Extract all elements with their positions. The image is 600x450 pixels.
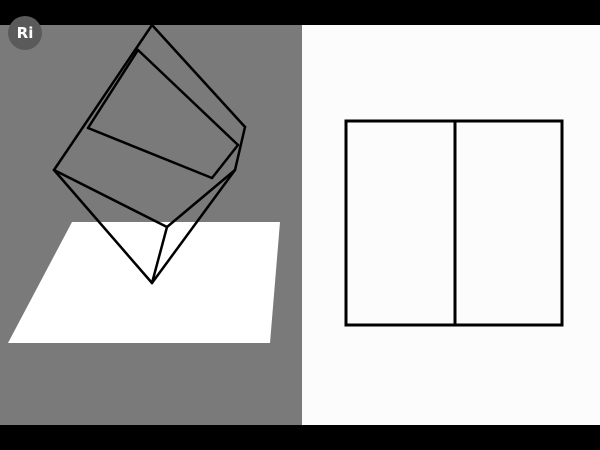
cube-edge xyxy=(165,168,237,229)
cube-edge xyxy=(52,23,154,172)
cube-wireframe xyxy=(52,23,247,285)
logo-text: Ri xyxy=(16,24,34,42)
channel-logo: Ri xyxy=(8,16,42,50)
cube-edge xyxy=(233,125,247,172)
cube-edge xyxy=(86,48,140,130)
cube-edge xyxy=(52,168,169,229)
cube-edge xyxy=(150,23,247,129)
cube-edge xyxy=(210,143,240,180)
ortho-view xyxy=(344,119,564,327)
cube-edge xyxy=(150,225,169,285)
shadow-plane xyxy=(8,222,280,343)
cube-edge xyxy=(150,168,237,285)
cube-edge xyxy=(52,168,154,285)
cube-edge xyxy=(86,126,214,180)
cube-edge xyxy=(136,48,240,147)
right-panel xyxy=(302,25,600,425)
